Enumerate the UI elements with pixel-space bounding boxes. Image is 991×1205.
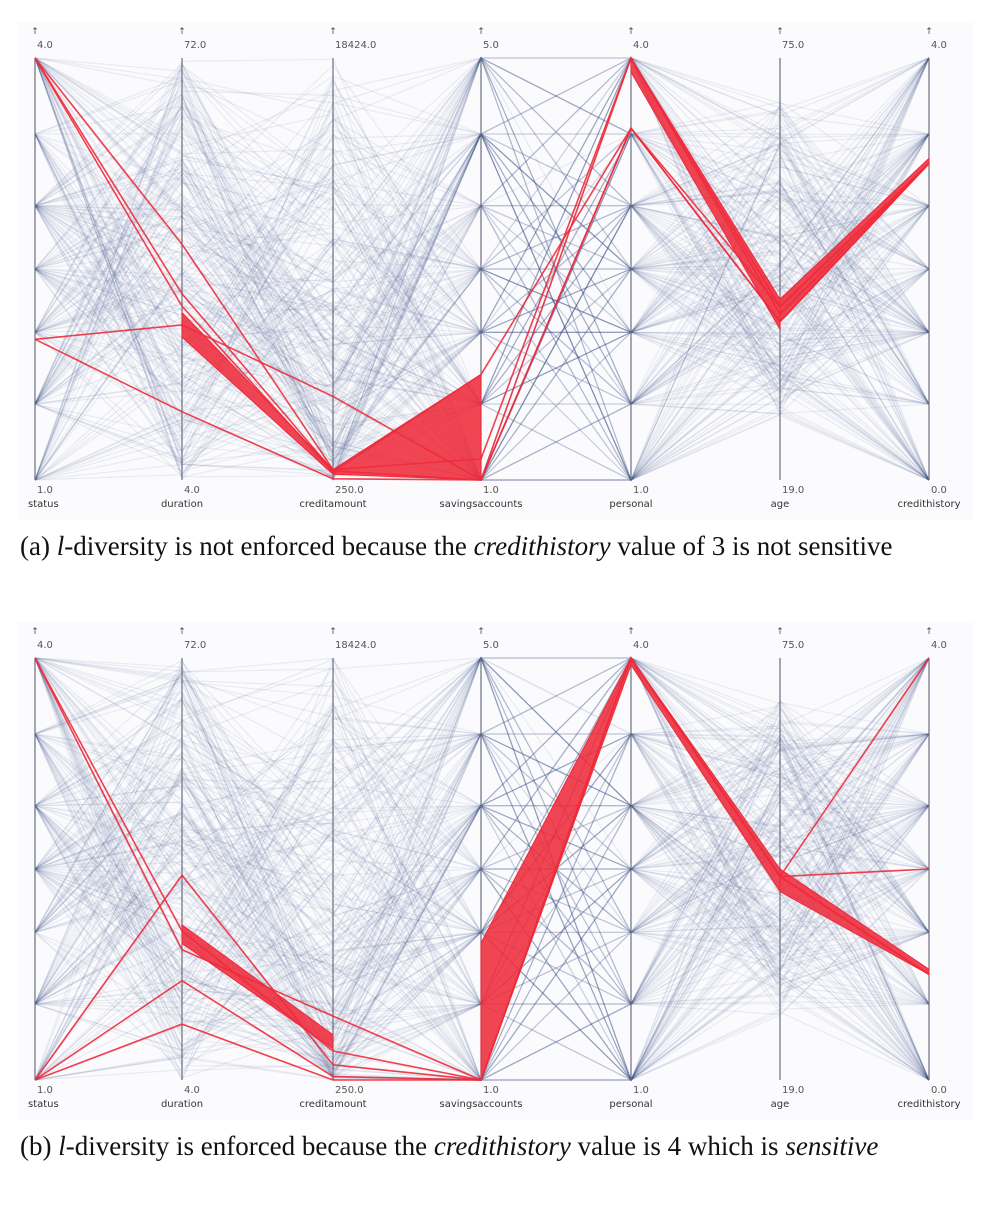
- caption-text-end: value is 4 which is: [570, 1131, 786, 1161]
- axis-arrow-icon: ↑: [477, 27, 485, 37]
- axis-min-label: 1.0: [37, 1085, 53, 1096]
- axis-min-label: 1.0: [37, 485, 53, 496]
- axis-arrow-icon: ↑: [178, 27, 186, 37]
- caption-emphasis: credithistory: [433, 1131, 571, 1161]
- axis-max-label: 4.0: [931, 640, 947, 651]
- caption-label: (b): [20, 1131, 52, 1161]
- caption-label: (a): [20, 531, 50, 561]
- axis-min-label: 0.0: [931, 1085, 947, 1096]
- axis-min-label: 250.0: [335, 1085, 364, 1096]
- axis-max-label: 4.0: [633, 40, 649, 51]
- axis-max-label: 18424.0: [335, 640, 376, 651]
- axis-arrow-icon: ↑: [329, 627, 337, 637]
- axis-arrow-icon: ↑: [329, 27, 337, 37]
- axis-arrow-icon: ↑: [627, 27, 635, 37]
- highlight-line: [34, 56, 930, 471]
- axes: ↑ 4.0 1.0 status ↑ 72.0 4.0 duration ↑ 18424.0 250…: [28, 627, 961, 1110]
- axis-max-label: 72.0: [184, 40, 206, 51]
- caption-emphasis-end: sensitive: [785, 1131, 879, 1161]
- axis-min-label: 0.0: [931, 485, 947, 496]
- caption-text: -diversity is not enforced because the: [64, 531, 474, 561]
- axis-name-label: status: [28, 1099, 59, 1110]
- highlight-line: [34, 126, 930, 482]
- axis-max-label: 75.0: [782, 40, 804, 51]
- axes: ↑ 4.0 1.0 status ↑ 72.0 4.0 duration ↑ 18424.0 250…: [28, 27, 961, 510]
- axis-name-label: duration: [161, 1099, 203, 1110]
- axis-arrow-icon: ↑: [31, 27, 39, 37]
- axis-max-label: 4.0: [37, 640, 53, 651]
- axis-arrow-icon: ↑: [31, 627, 39, 637]
- axis-name-label: personal: [609, 1099, 652, 1110]
- caption-b: (b) l-diversity is enforced because the …: [20, 1128, 975, 1164]
- caption-symbol: l: [58, 1131, 66, 1161]
- highlight-line: [34, 57, 930, 473]
- axis-max-label: 4.0: [633, 640, 649, 651]
- axis-min-label: 250.0: [335, 485, 364, 496]
- axis-name-label: status: [28, 499, 59, 510]
- axis-min-label: 1.0: [633, 1085, 649, 1096]
- axis-max-label: 5.0: [483, 40, 499, 51]
- context-records: [34, 56, 930, 482]
- axis-max-label: 75.0: [782, 640, 804, 651]
- axis-min-label: 1.0: [483, 1085, 499, 1096]
- caption-symbol: l: [56, 531, 65, 561]
- axis-name-label: savingsaccounts: [440, 499, 523, 510]
- parallel-coordinates-chart-b: ↑ 4.0 1.0 status ↑ 72.0 4.0 duration ↑ 18424.0 250…: [18, 622, 973, 1120]
- axis-min-label: 1.0: [633, 485, 649, 496]
- axis-arrow-icon: ↑: [178, 627, 186, 637]
- highlight-line: [34, 656, 930, 1081]
- axis-name-label: duration: [161, 499, 203, 510]
- axis-max-label: 5.0: [483, 640, 499, 651]
- chart-panel-a: ↑ 4.0 1.0 status ↑ 72.0 4.0 duration ↑ 18424.0 250…: [18, 22, 973, 520]
- axis-name-label: savingsaccounts: [440, 1099, 523, 1110]
- axis-arrow-icon: ↑: [477, 627, 485, 637]
- axis-name-label: creditamount: [299, 499, 366, 510]
- axis-min-label: 19.0: [782, 485, 804, 496]
- axis-name-label: personal: [609, 499, 652, 510]
- axis-arrow-icon: ↑: [627, 627, 635, 637]
- axis-name-label: credithistory: [898, 499, 961, 510]
- axis-min-label: 1.0: [483, 485, 499, 496]
- axis-arrow-icon: ↑: [776, 627, 784, 637]
- axis-max-label: 4.0: [931, 40, 947, 51]
- axis-min-label: 4.0: [184, 1085, 200, 1096]
- axis-name-label: credithistory: [898, 1099, 961, 1110]
- axis-max-label: 18424.0: [335, 40, 376, 51]
- axis-name-label: age: [771, 1099, 790, 1110]
- chart-panel-b: ↑ 4.0 1.0 status ↑ 72.0 4.0 duration ↑ 18424.0 250…: [18, 622, 973, 1120]
- axis-name-label: creditamount: [299, 1099, 366, 1110]
- axis-arrow-icon: ↑: [925, 627, 933, 637]
- axis-max-label: 72.0: [184, 640, 206, 651]
- caption-emphasis: credithistory: [473, 531, 611, 561]
- axis-name-label: age: [771, 499, 790, 510]
- caption-a: (a) l-diversity is not enforced because …: [20, 528, 975, 564]
- caption-text-end: value of 3 is not sensitive: [610, 531, 893, 561]
- caption-text: -diversity is enforced because the: [65, 1131, 434, 1161]
- axis-min-label: 19.0: [782, 1085, 804, 1096]
- axis-min-label: 4.0: [184, 485, 200, 496]
- highlighted-records: [34, 56, 930, 482]
- axis-arrow-icon: ↑: [776, 27, 784, 37]
- axis-max-label: 4.0: [37, 40, 53, 51]
- parallel-coordinates-chart-a: ↑ 4.0 1.0 status ↑ 72.0 4.0 duration ↑ 18424.0 250…: [18, 22, 973, 520]
- axis-arrow-icon: ↑: [925, 27, 933, 37]
- highlighted-records: [34, 656, 930, 1082]
